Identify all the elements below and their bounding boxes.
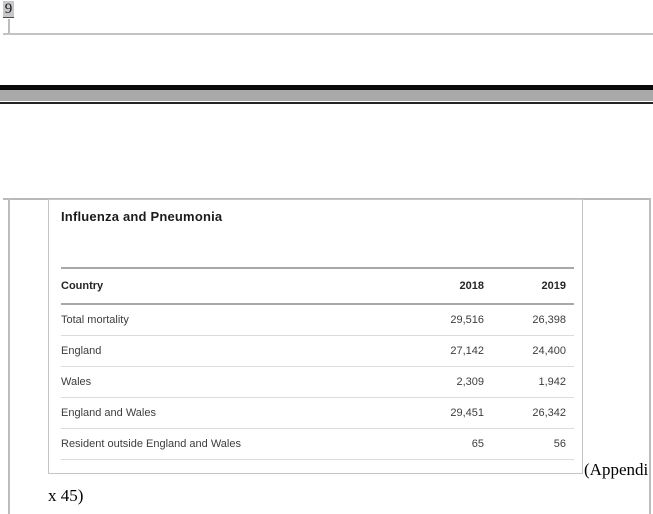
row-2018-value: 29,516 (450, 314, 484, 326)
page-break-bar-gray (0, 90, 653, 101)
divider (61, 303, 574, 305)
page-break-line (0, 102, 653, 104)
row-2019-value: 26,398 (532, 314, 566, 326)
column-header-country: Country (61, 280, 104, 292)
table-row: England 27,142 24,400 (61, 336, 574, 367)
column-header-2019: 2019 (541, 280, 566, 292)
row-2019-value: 1,942 (538, 376, 566, 388)
row-2019-value: 26,342 (532, 407, 566, 419)
caption-fragment-2: x 45) (48, 486, 84, 505)
caption-fragment-1: (Appendi (584, 460, 649, 479)
frame-right-border (649, 198, 651, 514)
frame-top-border (3, 198, 651, 200)
column-header-2018: 2018 (459, 280, 484, 292)
table-row: Wales 2,309 1,942 (61, 367, 574, 398)
page-bottom-border (3, 33, 653, 35)
card-title: Influenza and Pneumonia (61, 209, 223, 224)
row-2019-value: 56 (553, 438, 566, 450)
row-2018-value: 65 (471, 438, 484, 450)
row-country-label: Wales (61, 376, 92, 388)
row-country-label: England and Wales (61, 407, 156, 419)
row-2018-value: 29,451 (450, 407, 484, 419)
page-break-bar-black (0, 85, 653, 90)
row-2018-value: 2,309 (456, 376, 484, 388)
table-header-row: Country 2018 2019 (61, 269, 574, 303)
row-2018-value: 27,142 (450, 345, 484, 357)
footnote-number: 9 (3, 1, 14, 18)
divider (61, 267, 574, 269)
row-country-label: Resident outside England and Wales (61, 438, 241, 450)
frame-left-border (8, 198, 10, 514)
row-country-label: England (61, 345, 102, 357)
footnote-cell-left-border (8, 19, 10, 33)
row-country-label: Total mortality (61, 314, 129, 326)
influenza-table-card: Influenza and Pneumonia Country 2018 201… (48, 199, 583, 474)
table-row: England and Wales 29,451 26,342 (61, 398, 574, 429)
row-2019-value: 24,400 (532, 345, 566, 357)
table-row: Resident outside England and Wales 65 56 (61, 429, 574, 460)
table-row: Total mortality 29,516 26,398 (61, 305, 574, 336)
